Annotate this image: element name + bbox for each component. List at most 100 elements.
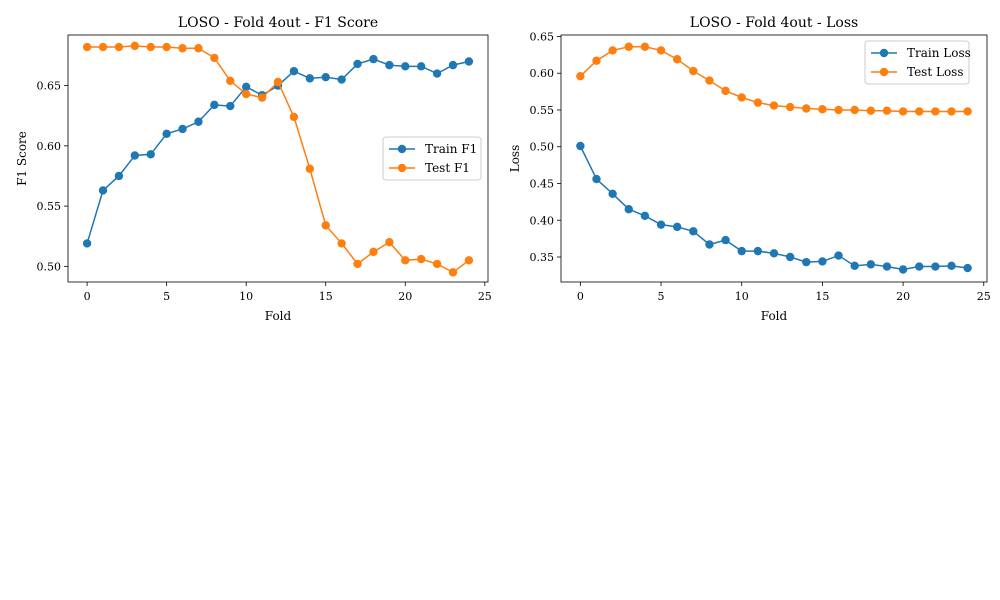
test-loss-point: [640, 42, 650, 51]
y-tick-label: 0.45: [530, 177, 555, 190]
train-f1-point: [241, 82, 251, 92]
test-loss-point: [882, 106, 892, 115]
train-loss-point: [689, 227, 698, 236]
y-tick-label: 0.65: [37, 80, 62, 93]
train-loss-point: [705, 240, 714, 249]
x-axis-label: Fold: [265, 309, 292, 323]
legend-marker: [879, 48, 889, 58]
x-tick-label: 20: [896, 290, 910, 303]
x-tick-label: 0: [84, 290, 91, 303]
legend-label: Train F1: [425, 142, 477, 156]
test-loss-point: [576, 71, 585, 81]
train-f1-point: [146, 150, 155, 159]
test-loss-point: [866, 106, 876, 115]
legend-marker: [397, 163, 407, 173]
train-f1-point: [353, 59, 362, 69]
test-f1-point: [98, 42, 108, 52]
train-f1-point: [305, 74, 315, 83]
test-f1-point: [178, 44, 187, 53]
test-loss-point: [672, 55, 682, 64]
test-f1-point: [146, 42, 155, 52]
train-f1-point: [337, 75, 346, 84]
y-tick-label: 0.35: [530, 251, 555, 264]
x-tick-label: 10: [239, 290, 253, 303]
axes-frame: [560, 34, 988, 283]
test-loss-point: [898, 107, 908, 116]
train-loss-point: [882, 262, 892, 271]
x-tick-label: 10: [735, 290, 749, 303]
legend-box: [864, 40, 970, 85]
test-loss-point: [963, 107, 972, 116]
train-loss-point: [608, 189, 617, 198]
train-loss-point: [931, 262, 940, 271]
test-loss-point: [769, 101, 779, 110]
train-loss-point: [769, 249, 779, 258]
train-f1-point: [289, 66, 299, 76]
train-f1-point: [416, 62, 426, 71]
train-loss-point: [737, 246, 746, 256]
test-loss-point: [592, 56, 601, 65]
legend-label: Train Loss: [907, 46, 971, 60]
x-tick-label: 5: [658, 290, 665, 303]
train-loss-point: [721, 235, 730, 245]
test-f1-point: [464, 256, 474, 265]
test-f1-point: [162, 42, 171, 52]
train-f1-point: [178, 124, 187, 134]
x-tick-label: 15: [815, 290, 829, 303]
y-axis-label: Loss: [508, 145, 522, 173]
test-loss-point: [834, 105, 843, 115]
test-f1-point: [385, 238, 394, 247]
train-loss-point: [592, 174, 601, 184]
chart-title: LOSO - Fold 4out - Loss: [690, 15, 858, 31]
test-loss-point: [608, 46, 617, 55]
chart-title: LOSO - Fold 4out - F1 Score: [178, 15, 378, 31]
x-tick-label: 15: [319, 290, 333, 303]
y-tick-label: 0.55: [530, 104, 555, 117]
y-tick-label: 0.50: [530, 141, 555, 154]
train-f1-point: [226, 101, 235, 111]
train-f1-point: [130, 151, 140, 160]
test-loss-point: [931, 107, 940, 116]
test-loss-point: [689, 66, 698, 76]
test-f1-point: [257, 93, 267, 102]
test-f1-point: [82, 42, 92, 52]
loss-chart: LOSO - Fold 4out - Loss Fold Loss 0 5 10 15…: [508, 15, 991, 323]
train-f1-point: [210, 100, 219, 110]
x-tick-label: 20: [398, 290, 412, 303]
test-loss-point: [656, 46, 666, 55]
train-f1-point: [369, 54, 378, 64]
test-loss-point: [802, 104, 811, 113]
test-f1-point: [369, 247, 378, 257]
train-loss-point: [802, 257, 811, 267]
train-loss-point: [898, 265, 908, 274]
y-tick-label: 0.60: [530, 67, 555, 80]
test-loss-point: [753, 98, 763, 107]
test-f1-point: [448, 268, 458, 277]
test-loss-point: [721, 86, 730, 96]
train-loss-point: [915, 262, 924, 271]
test-f1-point: [210, 53, 219, 63]
axes-frame: [67, 34, 489, 283]
train-f1-point: [464, 57, 474, 66]
test-f1-point: [337, 239, 346, 248]
train-f1-point: [385, 60, 394, 70]
test-f1-point: [194, 44, 203, 53]
test-f1-point: [321, 221, 330, 230]
test-f1-point: [114, 42, 124, 52]
test-f1-point: [432, 259, 442, 269]
test-f1-point: [226, 76, 235, 85]
legend-marker: [397, 144, 407, 154]
y-tick-label: 0.50: [37, 260, 62, 273]
test-loss-point: [947, 107, 956, 116]
test-loss-point: [850, 105, 859, 115]
test-f1-point: [305, 164, 315, 173]
f1-score-chart: LOSO - Fold 4out - F1 Score Fold F1 Scor…: [15, 15, 492, 323]
y-tick-label: 0.60: [37, 140, 62, 153]
x-tick-label: 5: [163, 290, 170, 303]
train-loss-point: [656, 220, 666, 229]
train-loss-point: [624, 205, 633, 214]
train-f1-point: [162, 129, 171, 138]
train-f1-point: [401, 62, 410, 71]
train-loss-point: [963, 263, 972, 273]
